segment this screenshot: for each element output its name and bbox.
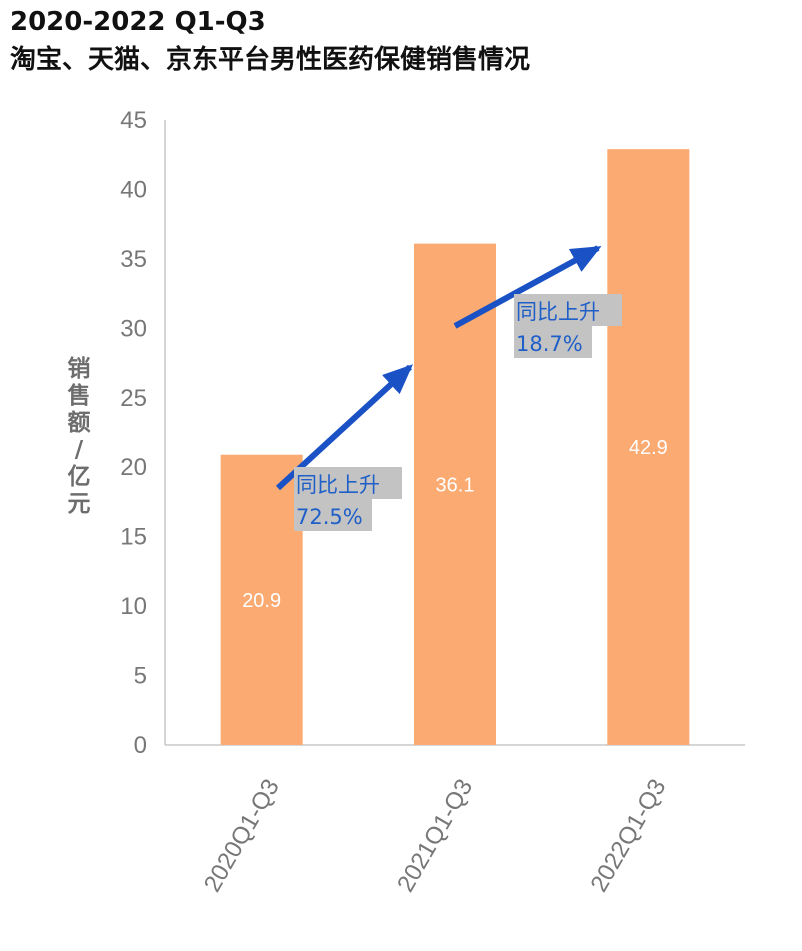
annotation-text: 同比上升	[296, 473, 380, 497]
chart-title-line2: 淘宝、天猫、京东平台男性医药保健销售情况	[10, 45, 531, 75]
y-tick-label: 35	[120, 246, 147, 273]
annotation-box-top	[514, 294, 622, 326]
y-axis-label-char: 元	[68, 491, 91, 517]
bar-2021Q1-Q3	[414, 243, 496, 745]
y-axis-label-char: 亿	[68, 464, 91, 490]
chart-title-line1: 2020-2022 Q1-Q3	[10, 7, 266, 37]
y-tick-label: 20	[120, 454, 147, 481]
y-tick-label: 0	[134, 732, 147, 759]
x-tick-label: 2021Q1-Q3	[392, 775, 478, 897]
y-axis-label-char: /	[75, 437, 84, 463]
y-axis-label-char: 额	[68, 410, 91, 436]
y-tick-label: 10	[120, 593, 147, 620]
y-axis-label-char: 销	[68, 356, 91, 382]
trend-arrow	[453, 245, 602, 329]
annotation-value: 72.5%	[296, 505, 363, 529]
annotation-value: 18.7%	[516, 332, 583, 356]
annotation-text: 同比上升	[516, 300, 600, 324]
data-label: 20.9	[242, 590, 281, 612]
y-tick-label: 15	[120, 524, 147, 551]
bars: 20.9 2020Q1-Q3 36.1 2021Q1-Q3 42.9 2022Q1-Q3	[199, 149, 690, 897]
y-tick-label: 45	[120, 107, 147, 134]
x-tick-label: 2022Q1-Q3	[585, 775, 671, 897]
bar-2020Q1-Q3	[220, 454, 303, 745]
y-tick-label: 5	[134, 663, 147, 690]
data-label: 42.9	[629, 437, 668, 459]
annotation-box-top	[294, 467, 402, 499]
y-tick-label: 40	[120, 176, 147, 203]
data-label: 36.1	[436, 474, 475, 496]
x-tick-label: 2020Q1-Q3	[199, 775, 285, 897]
y-tick-label: 25	[120, 385, 147, 412]
bar-2022Q1-Q3	[607, 149, 690, 745]
annotations: 同比上升 72.5% 同比上升 18.7%	[275, 245, 622, 531]
axes: 0 5 10 15 20 25 30 35 40 45 销售额/亿元	[68, 107, 745, 759]
y-tick-label: 30	[120, 315, 147, 342]
y-axis-label-char: 售	[68, 382, 91, 409]
y-axis-label: 销售额/亿元	[68, 356, 91, 517]
